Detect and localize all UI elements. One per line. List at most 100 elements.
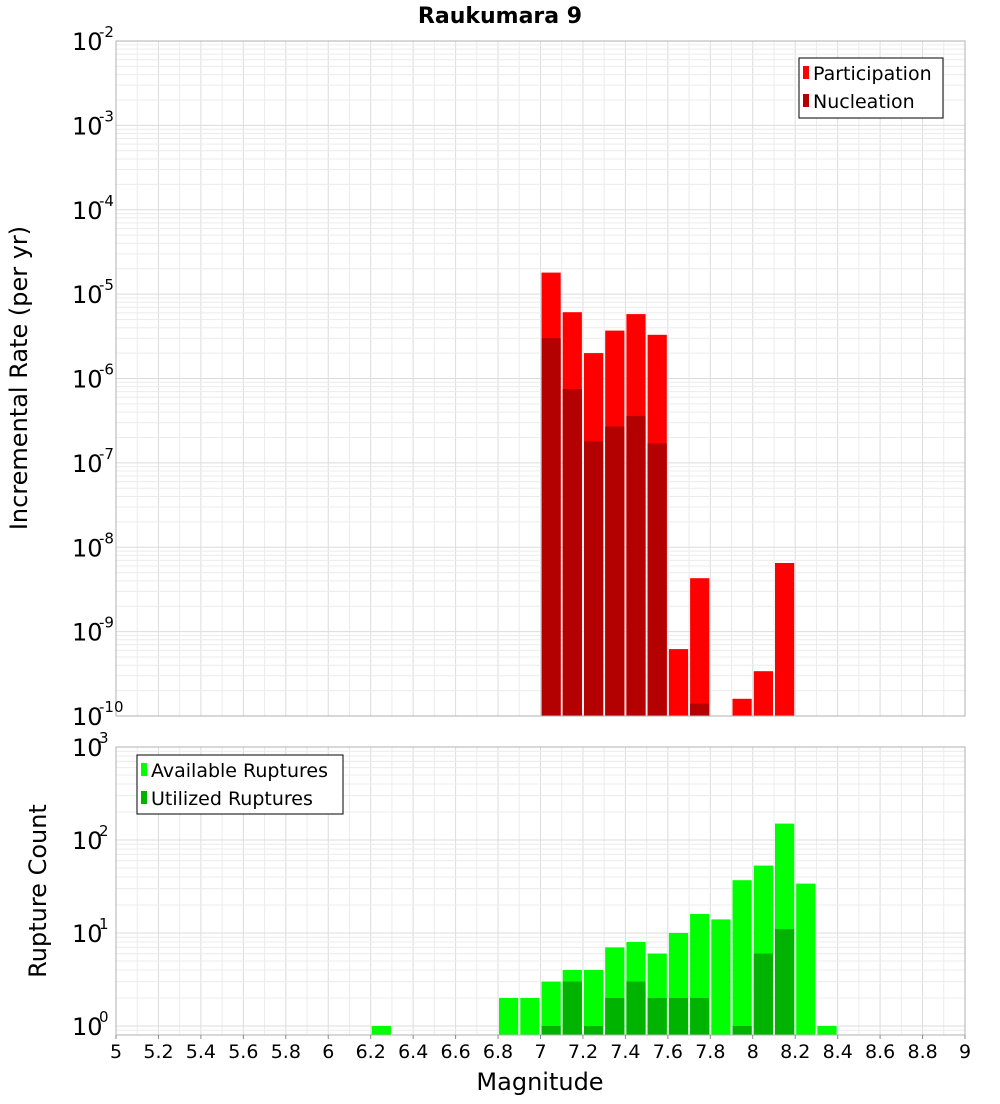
utilized-ruptures-bar-8-15 bbox=[775, 929, 795, 1035]
bottom-plot-y-tick-exponent: 3 bbox=[99, 729, 109, 747]
x-tick-label: 8 bbox=[747, 1041, 759, 1063]
x-tick-label: 6 bbox=[322, 1041, 334, 1063]
top-plot-y-tick-base: 10 bbox=[72, 619, 103, 647]
participation-legend-swatch bbox=[803, 66, 809, 79]
top-plot-y-tick-label: 10-10 bbox=[72, 698, 124, 731]
utilized-ruptures-bar-7-65 bbox=[668, 998, 689, 1035]
top-plot-y-tick-base: 10 bbox=[72, 112, 103, 140]
x-tick-label: 8.2 bbox=[780, 1041, 810, 1063]
available-ruptures-bar-6-95 bbox=[520, 998, 540, 1035]
x-axis-label: Magnitude bbox=[476, 1068, 603, 1096]
top-plot-y-tick-label: 10-2 bbox=[72, 23, 114, 56]
bottom-plot-y-tick-label: 102 bbox=[72, 822, 109, 855]
bottom-plot-y-tick-base: 10 bbox=[72, 1013, 103, 1041]
nucleation-bar-7-55 bbox=[647, 443, 667, 716]
top-plot-bars bbox=[541, 272, 795, 716]
utilized-ruptures-bar-7-55 bbox=[647, 998, 667, 1035]
participation-bar-8-05 bbox=[753, 671, 773, 716]
top-legend-box bbox=[798, 57, 944, 119]
available-ruptures-bar-6-25 bbox=[371, 1026, 391, 1035]
top-plot-y-tick-label: 10-9 bbox=[72, 614, 114, 647]
top-plot-y-tick-base: 10 bbox=[72, 366, 103, 394]
top-plot-y-tick-exponent: -7 bbox=[99, 445, 114, 463]
top-plot-y-tick-base: 10 bbox=[72, 197, 103, 225]
available-ruptures-bar-7-25 bbox=[584, 970, 604, 1035]
bottom-y-axis-label: Rupture Count bbox=[24, 804, 52, 978]
available-ruptures-bar-6-85 bbox=[499, 998, 519, 1035]
bottom-plot-y-tick-label: 101 bbox=[72, 915, 109, 948]
top-plot-y-tick-exponent: -9 bbox=[99, 614, 114, 632]
bottom-plot-y-tick-base: 10 bbox=[72, 920, 103, 948]
participation-legend-label: Participation bbox=[813, 63, 932, 85]
x-tick-label: 6.4 bbox=[398, 1041, 428, 1063]
x-tick-label: 5.4 bbox=[186, 1041, 216, 1063]
top-plot-y-ticks: 10-210-310-410-510-610-710-810-910-10 bbox=[72, 23, 124, 731]
x-tick-label: 7.6 bbox=[653, 1041, 683, 1063]
bottom-legend-box bbox=[136, 754, 344, 815]
utilized-ruptures-bar-7-35 bbox=[605, 998, 625, 1035]
top-plot-grid bbox=[115, 40, 966, 717]
x-tick-label: 6.8 bbox=[483, 1041, 513, 1063]
top-plot-y-tick-label: 10-8 bbox=[72, 529, 114, 562]
top-plot-y-tick-label: 10-5 bbox=[72, 276, 114, 309]
participation-bar-7-95 bbox=[732, 698, 752, 716]
x-tick-label: 7.4 bbox=[610, 1041, 640, 1063]
utilized-ruptures-legend-swatch bbox=[141, 791, 147, 804]
chart-title: Raukumara 9 bbox=[418, 4, 582, 29]
nucleation-bar-7-75 bbox=[690, 703, 710, 716]
top-plot-y-tick-exponent: -4 bbox=[99, 192, 114, 210]
nucleation-bar-7-25 bbox=[584, 441, 604, 716]
x-tick-label: 5.8 bbox=[271, 1041, 301, 1063]
bottom-plot-y-tick-base: 10 bbox=[72, 734, 103, 762]
top-plot-y-tick-base: 10 bbox=[72, 703, 103, 731]
available-ruptures-legend-label: Available Ruptures bbox=[151, 760, 328, 782]
top-legend: Participation Nucleation bbox=[798, 57, 944, 119]
x-tick-label: 7 bbox=[534, 1041, 546, 1063]
top-plot-y-tick-base: 10 bbox=[72, 534, 103, 562]
top-y-axis-label: Incremental Rate (per yr) bbox=[5, 226, 33, 530]
x-tick-label: 7.2 bbox=[568, 1041, 598, 1063]
nucleation-bar-7-45 bbox=[626, 415, 646, 716]
top-plot-y-tick-exponent: -3 bbox=[99, 107, 114, 125]
top-plot-y-tick-base: 10 bbox=[72, 281, 103, 309]
available-ruptures-legend-swatch bbox=[141, 763, 147, 776]
available-ruptures-bar-8-35 bbox=[817, 1026, 837, 1035]
top-plot-y-tick-exponent: -8 bbox=[99, 529, 114, 547]
nucleation-legend-swatch bbox=[803, 94, 809, 107]
top-plot-y-tick-base: 10 bbox=[72, 450, 103, 478]
utilized-ruptures-bar-7-25 bbox=[584, 1026, 604, 1035]
bottom-plot-y-tick-exponent: 2 bbox=[99, 822, 109, 840]
available-ruptures-bar-8-25 bbox=[796, 883, 816, 1035]
utilized-ruptures-bar-7-95 bbox=[732, 1026, 752, 1035]
available-ruptures-bar-7-85 bbox=[711, 919, 731, 1035]
nucleation-legend-label: Nucleation bbox=[813, 91, 915, 113]
participation-bar-8-15 bbox=[775, 563, 795, 716]
top-plot-y-tick-label: 10-6 bbox=[72, 361, 114, 394]
nucleation-bar-7-15 bbox=[562, 389, 582, 716]
top-plot-frame bbox=[115, 40, 966, 717]
utilized-ruptures-bar-7-75 bbox=[690, 998, 710, 1035]
bottom-plot-y-tick-exponent: 1 bbox=[99, 915, 109, 933]
top-plot-y-tick-label: 10-7 bbox=[72, 445, 114, 478]
utilized-ruptures-bar-7-15 bbox=[562, 981, 582, 1035]
x-tick-label: 8.8 bbox=[907, 1041, 937, 1063]
utilized-ruptures-bar-7-05 bbox=[541, 1026, 561, 1035]
participation-bar-7-65 bbox=[668, 649, 689, 716]
participation-bar-7-75 bbox=[690, 578, 710, 716]
top-plot-y-tick-label: 10-3 bbox=[72, 107, 114, 140]
bottom-plot-y-tick-label: 103 bbox=[72, 729, 109, 762]
utilized-ruptures-bar-7-45 bbox=[626, 981, 646, 1035]
available-ruptures-bar-7-05 bbox=[541, 981, 561, 1035]
top-plot-y-tick-exponent: -10 bbox=[99, 698, 124, 716]
utilized-ruptures-legend-label: Utilized Ruptures bbox=[151, 788, 313, 810]
bottom-legend: Available Ruptures Utilized Ruptures bbox=[136, 754, 344, 815]
bottom-plot-y-tick-label: 100 bbox=[72, 1008, 109, 1041]
x-tick-label: 8.4 bbox=[823, 1041, 853, 1063]
x-tick-label: 5 bbox=[110, 1041, 122, 1063]
bottom-plot-y-tick-base: 10 bbox=[72, 827, 103, 855]
x-tick-label: 5.6 bbox=[228, 1041, 258, 1063]
x-tick-label: 8.6 bbox=[865, 1041, 895, 1063]
